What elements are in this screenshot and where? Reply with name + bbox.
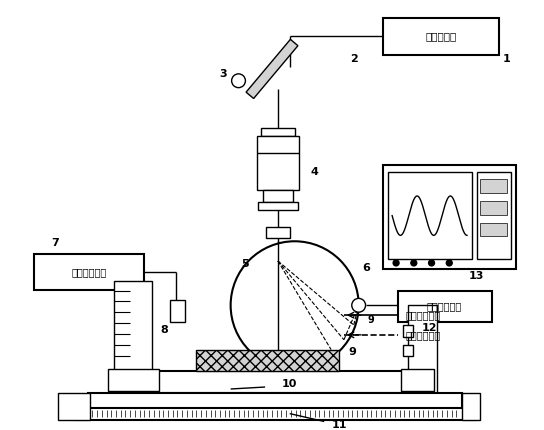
Bar (196, 350, 339, 371)
Bar (462, 393, 480, 420)
Bar (257, 136, 299, 190)
Circle shape (446, 260, 452, 266)
Text: 1: 1 (503, 54, 510, 64)
Bar (170, 301, 186, 322)
Text: 13: 13 (469, 271, 485, 281)
Bar (114, 281, 152, 371)
Circle shape (232, 74, 245, 88)
Bar (114, 371, 410, 393)
Bar (403, 325, 413, 337)
Circle shape (352, 298, 366, 312)
Text: 2: 2 (350, 54, 357, 64)
Bar (477, 172, 511, 259)
Text: 超声振动电源: 超声振动电源 (71, 267, 107, 277)
Text: 检测激光器: 检测激光器 (426, 31, 457, 41)
Bar (266, 227, 290, 238)
Text: 8: 8 (161, 325, 169, 335)
Bar (480, 223, 508, 237)
Bar (258, 202, 298, 210)
Bar (480, 179, 508, 193)
Text: 10: 10 (282, 379, 298, 389)
Polygon shape (246, 40, 298, 98)
Bar (401, 369, 435, 391)
Text: 散射光指示线: 散射光指示线 (406, 330, 441, 340)
Text: 检测光指示线: 检测光指示线 (406, 310, 441, 320)
Text: 11: 11 (331, 421, 347, 430)
Bar (261, 128, 295, 136)
Bar (263, 190, 293, 202)
Bar (34, 254, 144, 289)
Circle shape (429, 260, 435, 266)
Text: 二极管放大器: 二极管放大器 (426, 301, 462, 311)
Bar (384, 166, 516, 269)
Bar (408, 305, 437, 393)
Bar (58, 393, 90, 420)
Bar (480, 201, 508, 215)
Text: 4: 4 (311, 167, 318, 177)
Bar (398, 291, 492, 322)
Text: 5: 5 (242, 259, 249, 269)
Text: 9: 9 (367, 315, 374, 325)
Circle shape (411, 260, 417, 266)
Bar (88, 393, 462, 411)
Text: 3: 3 (219, 69, 226, 79)
Text: 9: 9 (349, 347, 357, 356)
Text: 6: 6 (363, 263, 370, 273)
Circle shape (393, 260, 399, 266)
Bar (403, 345, 413, 356)
Bar (108, 369, 159, 391)
Bar (75, 408, 475, 420)
Text: 7: 7 (52, 238, 59, 248)
Bar (388, 172, 472, 259)
Text: 12: 12 (422, 323, 437, 333)
Bar (384, 18, 499, 55)
Circle shape (231, 241, 358, 369)
